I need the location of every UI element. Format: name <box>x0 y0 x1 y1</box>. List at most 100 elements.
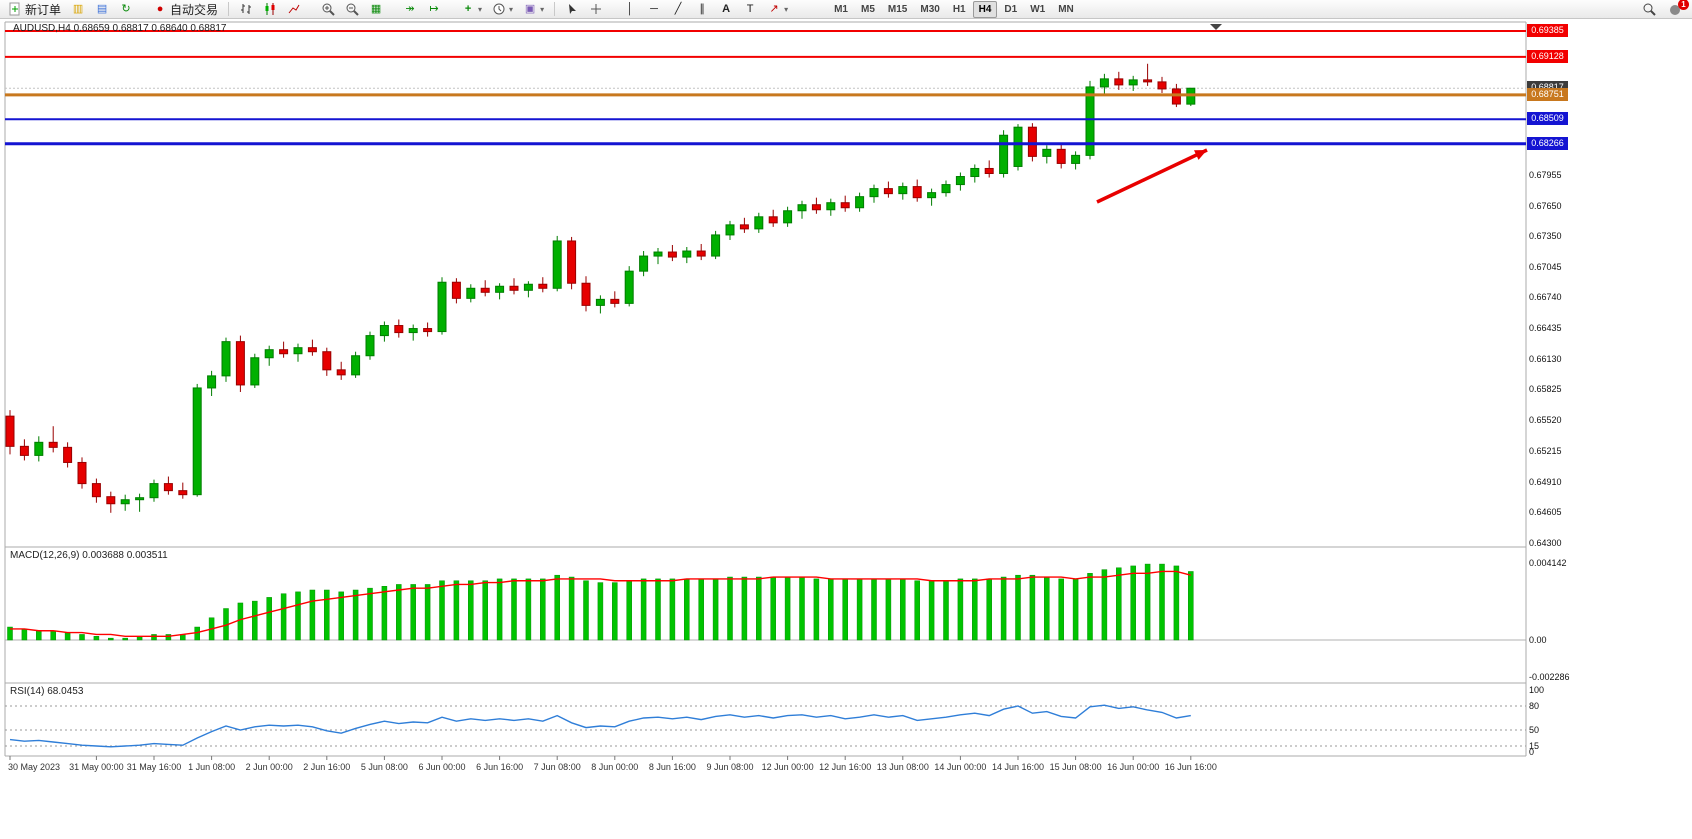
periods-button[interactable]: ▾ <box>488 1 517 18</box>
candle-body <box>984 167 994 175</box>
trendline-button[interactable]: ╱ <box>667 1 689 18</box>
timeframe-h4-button[interactable]: H4 <box>972 0 998 18</box>
autotrading-button[interactable]: ● 自动交易 <box>149 1 222 18</box>
cursor-icon <box>565 2 579 16</box>
candle-body <box>1027 126 1037 157</box>
candle-body <box>394 325 404 334</box>
refresh-button[interactable]: ↻ <box>115 1 137 18</box>
horizontal-line-button[interactable]: ─ <box>643 1 665 18</box>
macd-histogram-bar <box>1015 574 1021 641</box>
toolbar-separator <box>554 2 556 16</box>
macd-label: MACD(12,26,9) 0.003688 0.003511 <box>10 550 168 561</box>
channel-button[interactable]: ∥ <box>691 1 713 18</box>
macd-histogram-bar <box>122 637 128 641</box>
macd-histogram-bar <box>280 593 287 641</box>
macd-histogram-bar <box>7 626 13 641</box>
macd-histogram-bar <box>1000 576 1007 641</box>
notifications-button[interactable]: 1 <box>1664 0 1689 18</box>
arrow-objects-icon: ↗ <box>769 2 779 15</box>
timeframe-m5-button[interactable]: M5 <box>855 1 881 18</box>
chevron-down-icon: ▾ <box>784 4 789 14</box>
candle-body <box>941 184 951 194</box>
crosshair-button[interactable] <box>585 1 607 18</box>
macd-histogram-bar <box>295 591 301 641</box>
timeframe-m1-button[interactable]: M1 <box>828 1 854 18</box>
macd-histogram-bar <box>1101 569 1108 641</box>
zoom-in-button[interactable] <box>317 1 339 18</box>
candle-body <box>754 216 764 230</box>
candle-body <box>711 234 721 257</box>
timeframe-mn-button[interactable]: MN <box>1052 1 1080 18</box>
macd-histogram-bar <box>756 576 762 641</box>
timeframe-m15-button[interactable]: M15 <box>882 1 913 18</box>
macd-histogram-bar <box>684 578 690 641</box>
candlestick-chart-icon <box>263 2 277 16</box>
new-order-button[interactable]: 新订单 <box>4 1 65 18</box>
auto-scroll-button[interactable]: ↠ <box>399 1 421 18</box>
new-chart-button[interactable]: ▥ <box>67 1 89 18</box>
vertical-line-icon: │ <box>626 2 634 15</box>
candle-body <box>840 202 850 209</box>
chart-shift-marker[interactable] <box>1210 24 1222 30</box>
search-button[interactable] <box>1638 1 1660 18</box>
vertical-line-button[interactable]: │ <box>619 1 641 18</box>
text-label-button[interactable]: T <box>739 1 761 18</box>
macd-histogram-bar <box>655 578 661 641</box>
bar-chart-button[interactable] <box>235 1 257 18</box>
templates-button[interactable]: ▣ ▾ <box>519 1 548 18</box>
indicators-button[interactable]: + ▾ <box>457 1 486 18</box>
crosshair-icon <box>589 2 603 16</box>
candle-body <box>1085 86 1095 156</box>
cursor-button[interactable] <box>561 1 583 18</box>
autotrading-icon: ● <box>156 2 164 15</box>
candle-body <box>1071 154 1081 164</box>
candle-body <box>163 483 173 492</box>
timeframe-d1-button[interactable]: D1 <box>998 1 1023 18</box>
macd-histogram-bar <box>871 578 877 641</box>
line-chart-button[interactable] <box>283 1 305 18</box>
candle-body <box>207 375 217 389</box>
candle-body <box>610 298 620 304</box>
candle-body <box>1056 148 1066 164</box>
macd-histogram-bar <box>1044 576 1050 641</box>
chart-title: AUDUSD,H4 0.68659 0.68817 0.68640 0.6881… <box>13 23 227 34</box>
macd-histogram-bar <box>338 591 344 641</box>
autotrading-label: 自动交易 <box>170 2 219 17</box>
tile-windows-button[interactable]: ▦ <box>365 1 387 18</box>
text-button[interactable]: A <box>715 1 737 18</box>
profiles-button[interactable]: ▤ <box>91 1 113 18</box>
candle-body <box>667 251 677 258</box>
macd-histogram-bar <box>1144 563 1151 641</box>
candle-body <box>912 186 922 199</box>
macd-histogram-bar <box>712 578 719 641</box>
candle-body <box>495 285 505 293</box>
trend-arrow-head[interactable] <box>1194 150 1207 160</box>
candle-body <box>696 250 706 257</box>
trend-arrow[interactable] <box>1096 148 1208 204</box>
macd-histogram-bar <box>1058 578 1064 641</box>
macd-histogram-bar <box>770 576 776 641</box>
timeframe-m30-button[interactable]: M30 <box>914 1 945 18</box>
macd-histogram-bar <box>540 578 546 641</box>
chart-shift-button[interactable]: ↦ <box>423 1 445 18</box>
macd-histogram-bar <box>986 578 992 641</box>
candle-body <box>509 285 519 291</box>
auto-scroll-icon: ↠ <box>405 2 415 15</box>
macd-histogram-bar <box>108 637 114 641</box>
tile-windows-icon: ▦ <box>370 2 382 15</box>
candle-body <box>1128 79 1138 86</box>
macd-histogram-bar <box>237 602 244 641</box>
macd-signal-line <box>10 570 1191 637</box>
candle-body <box>523 283 533 291</box>
macd-histogram-bar <box>439 580 445 641</box>
macd-histogram-bar <box>727 576 733 641</box>
zoom-out-button[interactable] <box>341 1 363 18</box>
timeframe-h1-button[interactable]: H1 <box>947 1 972 18</box>
candlestick-chart-button[interactable] <box>259 1 281 18</box>
arrow-objects-button[interactable]: ↗ ▾ <box>763 1 792 18</box>
candle-body <box>149 483 159 499</box>
new-order-label: 新订单 <box>25 2 62 17</box>
timeframe-w1-button[interactable]: W1 <box>1024 1 1051 18</box>
candle-body <box>365 335 375 357</box>
